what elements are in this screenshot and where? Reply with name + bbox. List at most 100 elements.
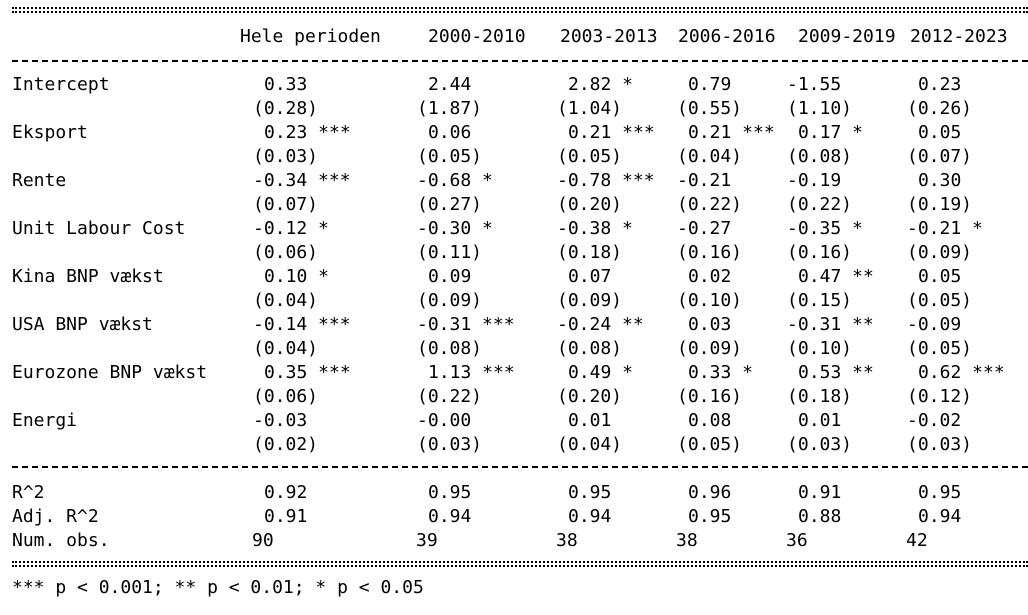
stat-value: 90	[252, 530, 274, 551]
coefficient-cell: -0.24 **	[557, 314, 644, 335]
standard-error-cell: (0.20)	[557, 386, 623, 407]
coefficient-cell: -0.38 *	[557, 218, 633, 239]
column-header: 2006-2016	[678, 26, 776, 47]
standard-error-cell: (0.06)	[253, 242, 319, 263]
stat-value: 0.95	[918, 482, 962, 503]
header-rule	[12, 60, 1028, 62]
coefficient-cell: 0.17 *	[798, 122, 864, 143]
standard-error-cell: (0.04)	[253, 290, 319, 311]
coefficient-cell: -0.21 *	[907, 218, 983, 239]
column-header: 2003-2013	[560, 26, 658, 47]
coefficient-cell: 0.62 ***	[918, 362, 1005, 383]
coefficient-cell: -0.03	[253, 410, 308, 431]
standard-error-cell: (0.05)	[417, 146, 483, 167]
coefficient-cell: 0.08	[688, 410, 732, 431]
coefficient-cell: 2.82 *	[568, 74, 634, 95]
coefficient-cell: -0.19	[787, 170, 842, 191]
coefficient-cell: 1.13 ***	[428, 362, 515, 383]
coefficient-cell: 0.01	[798, 410, 842, 431]
stat-value: 0.94	[428, 506, 472, 527]
coefficient-cell: 0.49 *	[568, 362, 634, 383]
standard-error-cell: (0.09)	[907, 242, 973, 263]
standard-error-cell: (0.15)	[787, 290, 853, 311]
coefficient-cell: -0.78 ***	[557, 170, 655, 191]
top-double-rule	[12, 7, 1028, 13]
stat-value: 0.88	[798, 506, 842, 527]
coefficient-cell: 2.44	[428, 74, 472, 95]
coefficient-cell: 0.33 *	[688, 362, 754, 383]
standard-error-cell: (0.18)	[787, 386, 853, 407]
standard-error-cell: (0.04)	[557, 434, 623, 455]
stat-value: 38	[676, 530, 698, 551]
standard-error-cell: (0.28)	[253, 98, 319, 119]
stat-value: 0.91	[798, 482, 842, 503]
stat-value: 0.94	[568, 506, 612, 527]
standard-error-cell: (0.27)	[417, 194, 483, 215]
standard-error-cell: (0.03)	[787, 434, 853, 455]
row-label: Energi	[12, 410, 78, 431]
standard-error-cell: (0.22)	[787, 194, 853, 215]
row-label: Kina BNP vækst	[12, 266, 164, 287]
coefficient-cell: 0.33	[264, 74, 308, 95]
bottom-double-rule	[12, 561, 1028, 567]
standard-error-cell: (0.05)	[907, 338, 973, 359]
standard-error-cell: (0.19)	[907, 194, 973, 215]
standard-error-cell: (0.22)	[677, 194, 743, 215]
coefficient-cell: 0.23	[918, 74, 962, 95]
standard-error-cell: (0.04)	[677, 146, 743, 167]
stat-label: Num. obs.	[12, 530, 110, 551]
stat-value: 0.92	[264, 482, 308, 503]
coefficient-cell: -0.31 ***	[417, 314, 515, 335]
column-header: 2012-2023	[910, 26, 1008, 47]
coefficient-cell: -0.21	[677, 170, 732, 191]
coefficient-cell: -0.12 *	[253, 218, 329, 239]
standard-error-cell: (0.10)	[787, 338, 853, 359]
coefficient-cell: -0.35 *	[787, 218, 863, 239]
standard-error-cell: (0.22)	[417, 386, 483, 407]
standard-error-cell: (0.09)	[417, 290, 483, 311]
standard-error-cell: (0.07)	[253, 194, 319, 215]
standard-error-cell: (1.04)	[557, 98, 623, 119]
coefficient-cell: 0.09	[428, 266, 472, 287]
standard-error-cell: (0.16)	[787, 242, 853, 263]
standard-error-cell: (0.03)	[253, 146, 319, 167]
standard-error-cell: (0.09)	[677, 338, 743, 359]
coefficient-cell: 0.47 **	[798, 266, 874, 287]
standard-error-cell: (0.10)	[677, 290, 743, 311]
stat-value: 0.95	[568, 482, 612, 503]
standard-error-cell: (0.18)	[557, 242, 623, 263]
stat-value: 42	[906, 530, 928, 551]
coefficient-cell: -0.02	[907, 410, 962, 431]
coefficient-cell: 0.03	[688, 314, 732, 335]
stat-value: 39	[416, 530, 438, 551]
column-header: 2000-2010	[428, 26, 526, 47]
standard-error-cell: (1.87)	[417, 98, 483, 119]
standard-error-cell: (0.16)	[677, 386, 743, 407]
coefficient-cell: -0.27	[677, 218, 732, 239]
standard-error-cell: (0.09)	[557, 290, 623, 311]
coefficient-cell: 0.21 ***	[568, 122, 655, 143]
standard-error-cell: (0.08)	[417, 338, 483, 359]
stat-value: 0.95	[428, 482, 472, 503]
standard-error-cell: (0.55)	[677, 98, 743, 119]
standard-error-cell: (0.05)	[677, 434, 743, 455]
column-header: 2009-2019	[798, 26, 896, 47]
column-header: Hele perioden	[240, 26, 381, 47]
coefficient-cell: -0.14 ***	[253, 314, 351, 335]
row-label: USA BNP vækst	[12, 314, 153, 335]
coefficient-cell: 0.35 ***	[264, 362, 351, 383]
coefficient-cell: -1.55	[787, 74, 842, 95]
coefficient-cell: 0.79	[688, 74, 732, 95]
coefficient-cell: -0.00	[417, 410, 472, 431]
standard-error-cell: (0.03)	[907, 434, 973, 455]
coefficient-cell: 0.53 **	[798, 362, 874, 383]
coefficient-cell: 0.30	[918, 170, 962, 191]
stat-value: 0.96	[688, 482, 732, 503]
stats-rule	[12, 466, 1028, 468]
coefficient-cell: 0.07	[568, 266, 612, 287]
standard-error-cell: (0.20)	[557, 194, 623, 215]
coefficient-cell: 0.02	[688, 266, 732, 287]
standard-error-cell: (0.07)	[907, 146, 973, 167]
standard-error-cell: (0.26)	[907, 98, 973, 119]
